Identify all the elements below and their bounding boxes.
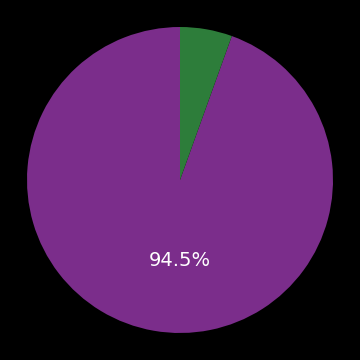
Text: 94.5%: 94.5% [149,252,211,270]
Wedge shape [180,27,232,180]
Wedge shape [27,27,333,333]
